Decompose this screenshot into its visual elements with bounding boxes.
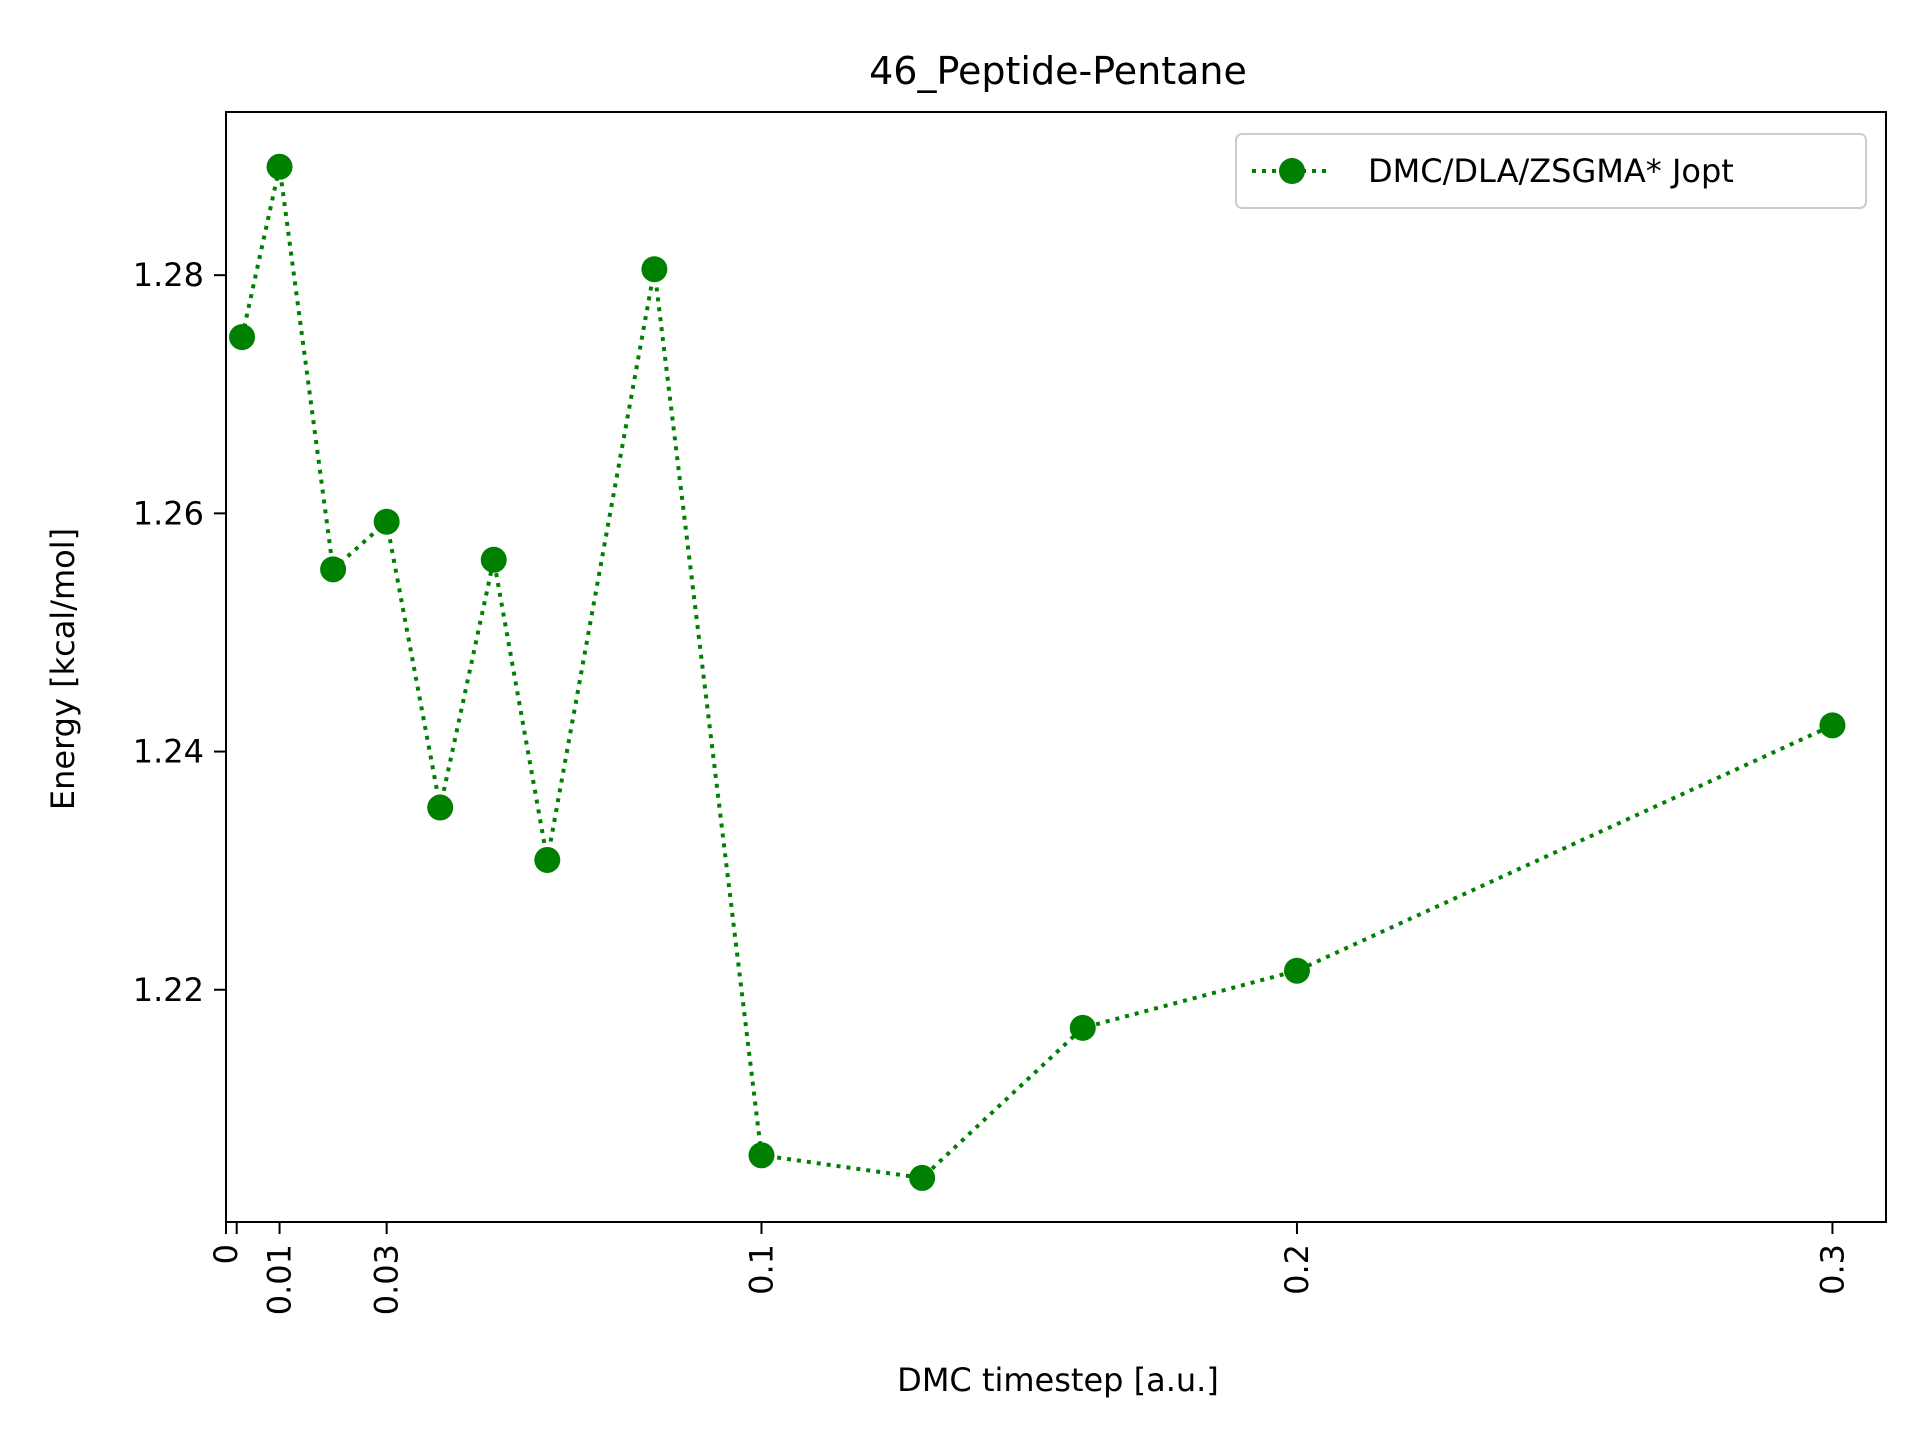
data-point (534, 846, 561, 873)
y-axis-label: Energy [kcal/mol] (44, 528, 82, 810)
legend-entry-label: DMC/DLA/ZSGMA* Jopt (1368, 152, 1734, 190)
data-point (1819, 712, 1846, 739)
x-tick-label: 0.01 (261, 1244, 299, 1315)
legend-box (1235, 133, 1867, 209)
data-point (229, 324, 256, 351)
x-tick-label: 0.2 (1278, 1244, 1316, 1295)
y-axis: 1.22 1.24 1.26 1.28 (133, 256, 226, 1009)
x-axis-label: DMC timestep [a.u.] (897, 1361, 1219, 1399)
y-tick-label: 1.24 (133, 733, 204, 771)
x-tick-label: 0.3 (1813, 1244, 1851, 1295)
data-point (320, 556, 347, 583)
x-axis: 0 0.01 0.03 0.1 0.2 0.3 (207, 1222, 1851, 1315)
y-tick-label: 1.26 (133, 494, 204, 532)
data-point (480, 546, 507, 573)
data-point (1069, 1014, 1096, 1041)
data-point (427, 794, 454, 821)
data-point (748, 1142, 775, 1169)
legend: DMC/DLA/ZSGMA* Jopt (1235, 133, 1867, 209)
data-point (641, 256, 668, 283)
x-tick-label: 0 (207, 1244, 245, 1264)
legend-marker-sample (1279, 158, 1305, 184)
x-tick-label: 0.1 (742, 1244, 780, 1295)
data-point (909, 1164, 936, 1191)
y-tick-label: 1.28 (133, 256, 204, 294)
chart-title: 46_Peptide-Pentane (869, 49, 1247, 93)
data-point (266, 153, 293, 180)
plot-frame (225, 111, 1887, 1223)
data-point (1283, 957, 1310, 984)
plot-area (229, 153, 1846, 1191)
x-tick-label: 0.03 (368, 1244, 406, 1315)
data-point (373, 508, 400, 535)
y-tick-label: 1.22 (133, 971, 204, 1009)
